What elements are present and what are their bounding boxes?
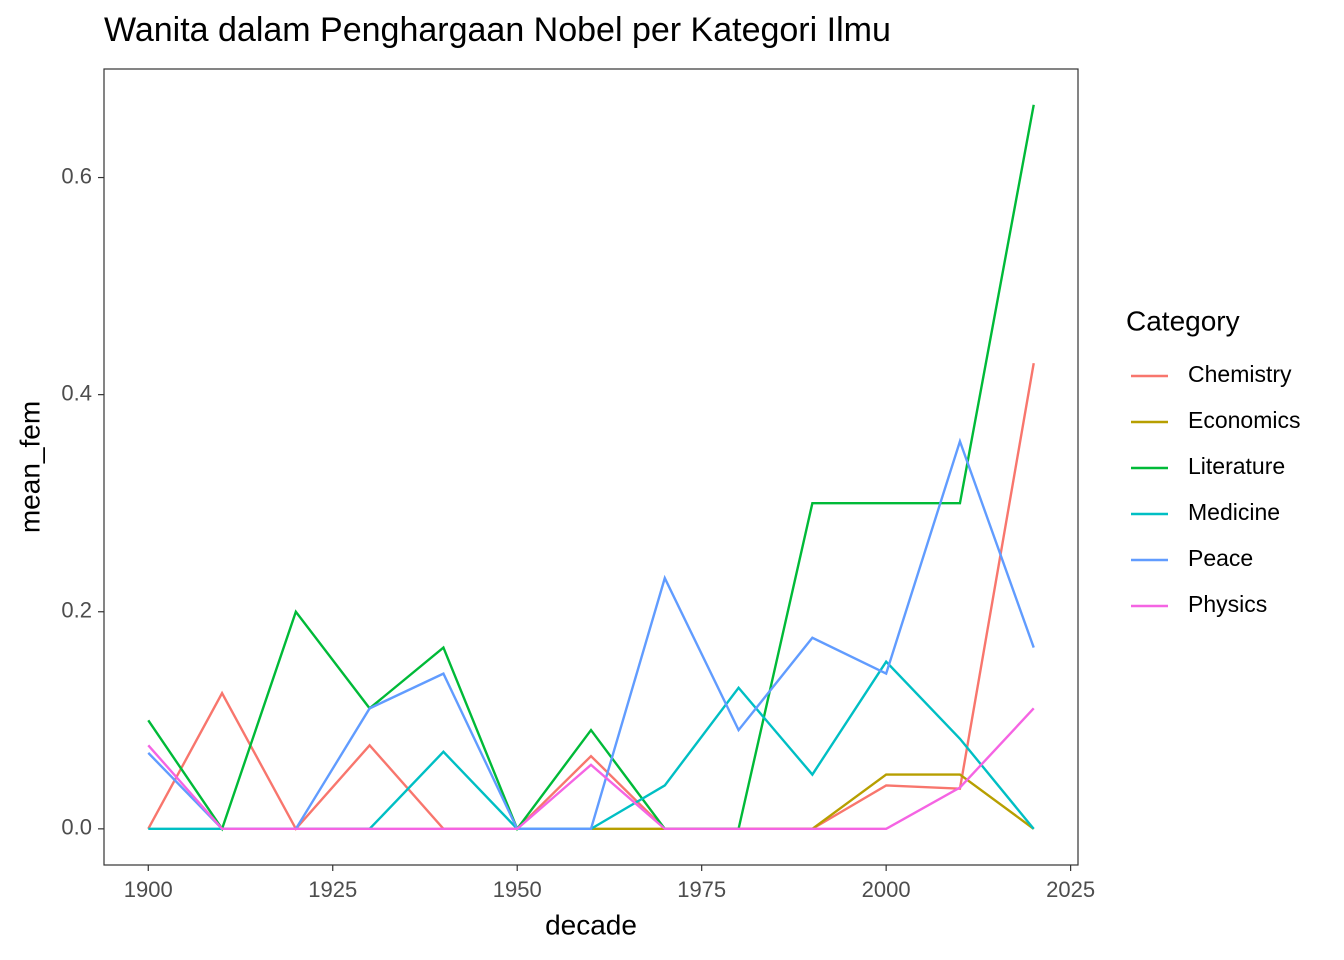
x-tick-label: 1900 [124,877,173,902]
x-tick-label: 2000 [862,877,911,902]
x-axis-label: decade [545,909,637,940]
legend-label: Literature [1188,453,1285,479]
series-line [147,437,1035,831]
series-line [147,362,1035,831]
legend-label: Medicine [1188,499,1280,525]
series-line [147,707,1035,831]
series-line [147,104,1035,832]
legend-label: Physics [1188,591,1267,617]
x-tick-label: 1925 [308,877,357,902]
y-tick-label: 0.4 [61,380,92,405]
y-axis-label: mean_fem [14,401,45,533]
y-tick-label: 0.0 [61,815,92,840]
panel-border [103,68,1079,866]
legend-label: Economics [1188,407,1300,433]
x-tick-label: 1950 [493,877,542,902]
x-tick-label: 2025 [1046,877,1095,902]
x-tick-label: 1975 [677,877,726,902]
legend-label: Peace [1188,545,1253,571]
y-tick-label: 0.2 [61,598,92,623]
chart-title: Wanita dalam Penghargaan Nobel per Kateg… [104,11,891,49]
legend-label: Chemistry [1188,361,1292,387]
y-tick-label: 0.6 [61,163,92,188]
legend-title: Category [1126,305,1240,336]
